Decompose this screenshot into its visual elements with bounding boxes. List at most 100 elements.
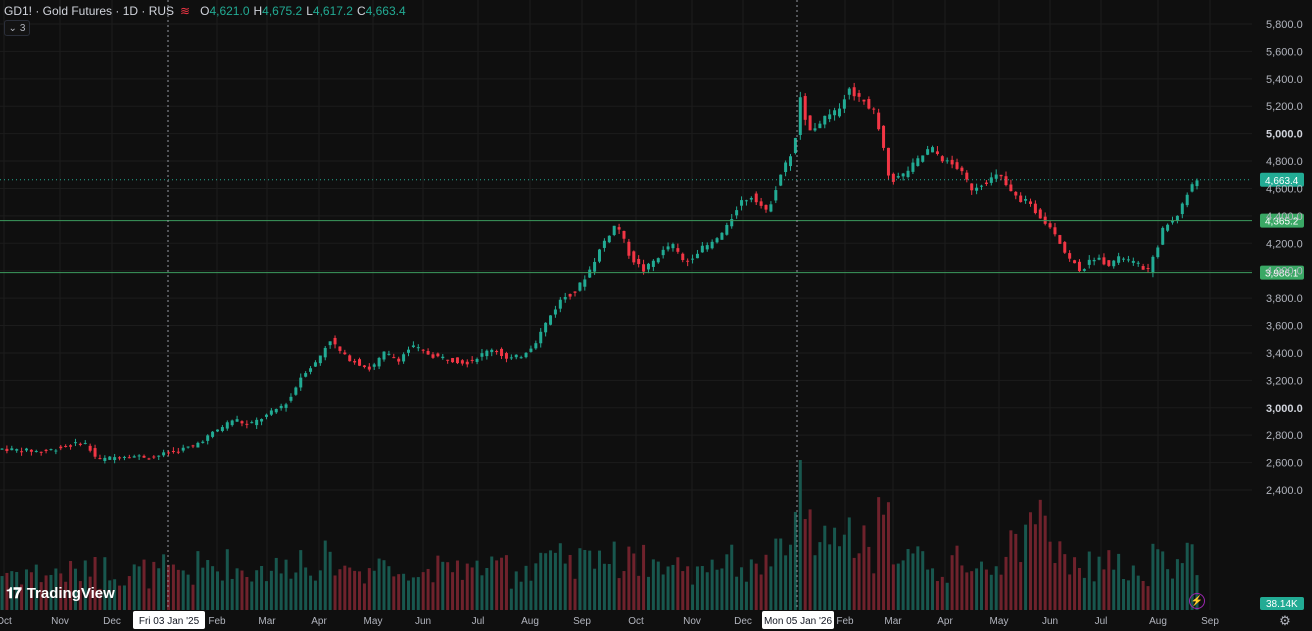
candle-body bbox=[1195, 180, 1199, 187]
volume-bar bbox=[744, 581, 748, 610]
candle-body bbox=[1190, 184, 1194, 192]
volume-bar bbox=[882, 514, 886, 610]
volume-bar bbox=[759, 574, 763, 610]
candle-body bbox=[607, 235, 611, 243]
candle-body bbox=[451, 358, 455, 363]
volume-bar bbox=[328, 551, 332, 610]
volume-bar bbox=[299, 550, 303, 610]
volume-bar bbox=[940, 576, 944, 610]
candle-body bbox=[740, 200, 744, 206]
candle-body bbox=[1092, 259, 1096, 262]
volume-bar bbox=[191, 584, 195, 610]
candle-body bbox=[602, 240, 606, 248]
candle-body bbox=[759, 201, 763, 206]
candle-body bbox=[612, 225, 616, 235]
crosshair-date-badge bbox=[762, 611, 834, 629]
last-price-label: 4,663.4 bbox=[1265, 176, 1299, 187]
volume-bar bbox=[1038, 499, 1042, 610]
candle-body bbox=[1180, 203, 1184, 215]
tradingview-logo[interactable]: 𝟏𝟕 TradingView bbox=[6, 585, 115, 602]
candle-body bbox=[656, 258, 660, 263]
candle-body bbox=[1033, 203, 1037, 214]
candle-body bbox=[509, 357, 513, 359]
candle-body bbox=[999, 174, 1003, 177]
indicator-count: 3 bbox=[19, 22, 26, 34]
candle-body bbox=[191, 445, 195, 447]
candle-body bbox=[598, 249, 601, 262]
volume-bar bbox=[1058, 541, 1062, 610]
indicators-toggle-button[interactable]: ⌄ 3 bbox=[4, 20, 30, 36]
candle-body bbox=[230, 420, 234, 426]
time-axis[interactable]: Oct Nov Dec Feb Mar Apr May Jun Jul Aug Sep Oct Nov D… bbox=[0, 610, 1312, 631]
price-tick-label: 5,200.0 bbox=[1266, 101, 1303, 113]
candle-body bbox=[284, 404, 288, 408]
lightning-icon[interactable]: ⚡ bbox=[1189, 593, 1205, 609]
candle-body bbox=[201, 441, 205, 443]
volume-bar bbox=[549, 550, 553, 610]
candle-body bbox=[568, 293, 572, 297]
volume-bar bbox=[318, 570, 322, 610]
price-tick-label: 5,800.0 bbox=[1266, 19, 1303, 31]
volume-bar bbox=[906, 549, 910, 610]
volume-bar bbox=[309, 575, 313, 610]
candle-body bbox=[137, 455, 141, 457]
candle-body bbox=[372, 364, 376, 367]
candle-body bbox=[5, 448, 9, 452]
candle-body bbox=[735, 210, 739, 216]
volume-bar bbox=[529, 580, 533, 610]
volume-bar bbox=[686, 566, 690, 610]
candle-body bbox=[147, 458, 151, 460]
time-tick-label: Nov bbox=[51, 616, 69, 627]
market-flag-icon: ≋ bbox=[180, 4, 191, 18]
candle-body bbox=[676, 248, 680, 252]
volume-bar bbox=[441, 561, 445, 610]
symbol-title[interactable]: GD1! · Gold Futures · 1D · RUS bbox=[4, 4, 175, 18]
time-tick-label: Aug bbox=[521, 616, 539, 627]
volume-bar bbox=[926, 569, 930, 610]
candle-body bbox=[671, 244, 675, 249]
candle-body bbox=[132, 456, 136, 458]
volume-bar bbox=[661, 574, 665, 610]
candle-body bbox=[1107, 260, 1111, 266]
volume-bar bbox=[651, 559, 655, 610]
volume-bar bbox=[44, 575, 48, 610]
volume-badge bbox=[1260, 597, 1304, 610]
candle-body bbox=[0, 448, 4, 450]
candle-body bbox=[411, 345, 415, 348]
candle-body bbox=[695, 253, 699, 259]
price-axis[interactable]: 5,800.0 5,600.0 5,400.0 5,200.0 5,000.0 4,800… bbox=[1266, 19, 1303, 497]
open-key: O bbox=[200, 4, 210, 18]
volume-bar bbox=[402, 573, 406, 610]
horizontal-lines[interactable]: 4,365.2 3,986.1 4,663.4 38.14K bbox=[0, 172, 1304, 610]
candle-body bbox=[333, 337, 337, 345]
candle-body bbox=[872, 108, 876, 110]
volume-bar bbox=[1014, 533, 1018, 610]
volume-bar bbox=[103, 557, 107, 610]
candle-body bbox=[20, 451, 24, 453]
candle-body bbox=[54, 450, 58, 452]
volume-bar bbox=[539, 552, 543, 610]
candle-body bbox=[338, 346, 342, 351]
volume-bar bbox=[921, 551, 925, 610]
crosshair-date-label: Mon 05 Jan '26 bbox=[764, 616, 833, 627]
candle-body bbox=[387, 353, 391, 355]
volume-bar bbox=[627, 546, 631, 610]
time-tick-label: Jun bbox=[1042, 616, 1058, 627]
candle-body bbox=[367, 366, 371, 370]
volume-bar bbox=[681, 571, 685, 610]
candle-body bbox=[255, 419, 259, 426]
candle-body bbox=[260, 419, 264, 422]
volume-bar bbox=[230, 578, 234, 610]
candle-body bbox=[686, 260, 690, 262]
candle-body bbox=[382, 351, 386, 360]
volume-bar bbox=[607, 563, 611, 610]
candle-body bbox=[186, 446, 190, 448]
volume-bar bbox=[1180, 563, 1184, 610]
candle-body bbox=[49, 449, 53, 451]
gear-icon[interactable]: ⚙ bbox=[1279, 613, 1291, 628]
candle-body bbox=[842, 99, 846, 109]
volume-bar bbox=[813, 555, 817, 610]
candle-body bbox=[935, 151, 939, 154]
candle-body bbox=[406, 349, 410, 353]
